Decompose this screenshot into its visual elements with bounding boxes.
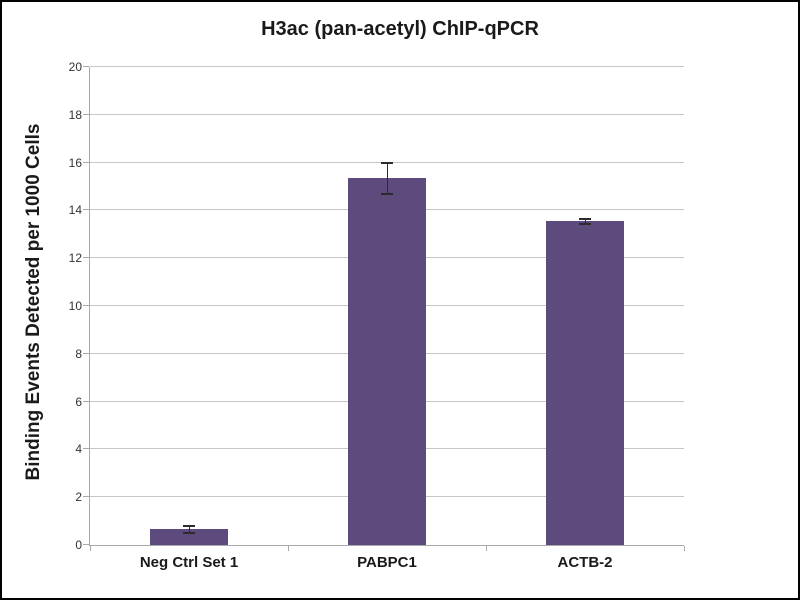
y-axis-tick [83,209,89,211]
error-bar-cap [183,532,195,535]
x-category-label: Neg Ctrl Set 1 [139,554,239,571]
error-bar-line [387,162,388,194]
error-bar-line [189,525,190,534]
error-bar-cap [579,222,591,225]
gridline [90,66,684,67]
error-bar-cap [381,161,393,164]
error-bar-cap [381,192,393,195]
y-axis-tick [83,161,89,163]
y-axis-tick [83,257,89,259]
x-category-label: PABPC1 [357,554,417,571]
y-tick-label: 10 [68,299,82,313]
error-bar-line [585,218,586,224]
x-axis-tick [90,546,91,551]
error-bar-cap [183,524,195,527]
bar-neg-ctrl-set-1 [150,529,228,545]
y-axis [89,67,90,545]
y-axis-tick [83,400,89,402]
y-axis-tick [83,113,89,115]
chart-title: H3ac (pan-acetyl) ChIP-qPCR [261,18,539,40]
y-axis-tick [83,544,89,545]
error-bar-cap [579,217,591,220]
x-axis [89,545,684,546]
y-tick-label: 14 [68,203,82,218]
y-tick-label: 18 [68,107,82,122]
y-axis-tick [83,496,89,498]
y-axis-tick [83,448,89,450]
y-tick-label: 16 [68,155,82,170]
y-tick-label: 4 [75,442,82,457]
y-tick-label: 20 [68,60,82,74]
y-axis-title: Binding Events Detected per 1000 Cells [23,123,44,481]
y-tick-label: 2 [75,490,82,505]
y-tick-label: 8 [75,346,82,361]
y-tick-label: 6 [75,394,82,409]
x-axis-tick [684,546,685,551]
x-axis-tick [486,546,487,551]
y-axis-tick [83,305,89,306]
gridline [90,113,684,115]
plot-area [83,66,685,551]
y-axis-tick [83,352,89,354]
bar-actb-2 [546,221,624,545]
y-axis-tick [83,66,89,67]
y-tick-label: 12 [68,251,82,266]
y-tick-label: 0 [75,538,82,552]
bar-pabpc1 [348,178,426,545]
x-axis-tick [288,546,289,551]
x-category-label: ACTB-2 [557,554,613,571]
